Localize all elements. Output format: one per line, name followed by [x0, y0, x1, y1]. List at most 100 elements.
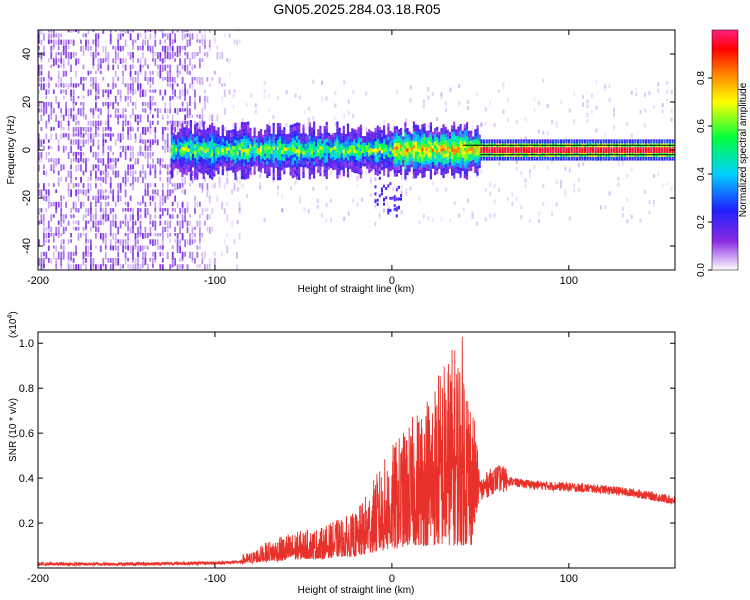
spectrogram-cell: [652, 143, 656, 146]
spectrogram-cell: [380, 192, 383, 196]
spectrogram-cell: [77, 58, 80, 65]
spectrogram-cell: [40, 214, 43, 222]
spectrogram-cell: [451, 142, 454, 146]
spectrogram-cell: [77, 264, 80, 270]
spectrogram-cell: [349, 148, 352, 153]
spectrogram-cell: [266, 171, 269, 175]
spectrogram-cell: [457, 150, 460, 154]
spectrogram-cell: [565, 152, 568, 155]
spectrogram-cell: [179, 128, 182, 132]
spectrogram-cell: [137, 208, 139, 216]
spectrogram-cell: [409, 186, 412, 191]
spectrogram-cell: [156, 158, 159, 164]
spectrogram-cell: [40, 139, 43, 147]
spectrogram-cell: [166, 127, 169, 131]
spectrogram-cell: [425, 137, 428, 141]
spectrogram-cell: [397, 152, 401, 157]
spectrogram-cell: [90, 176, 92, 181]
spectrogram-cell: [554, 158, 557, 161]
spectrogram-cell: [159, 201, 162, 209]
spectrogram-cell: [389, 147, 392, 152]
spectrogram-cell: [142, 127, 144, 135]
spectrogram-cell: [595, 80, 598, 85]
spectrogram-cell: [166, 145, 169, 153]
spectrogram-cell: [199, 58, 201, 65]
spectrogram-cell: [112, 170, 115, 176]
spectrogram-cell: [425, 160, 428, 165]
spectrogram-cell: [102, 158, 105, 166]
spectrogram-cell: [423, 173, 426, 178]
spectrogram-cell: [154, 30, 157, 34]
spectrogram-cell: [533, 141, 536, 144]
spectrogram-cell: [319, 135, 322, 140]
spectrogram-cell: [470, 147, 473, 151]
spectrogram-cell: [383, 208, 385, 213]
spectrogram-cell: [525, 152, 528, 155]
spectrogram-cell: [55, 226, 58, 235]
spectrogram-cell: [334, 146, 337, 150]
spectrogram-cell: [533, 97, 536, 102]
spectrogram-cell: [298, 146, 301, 150]
spectrogram-cell: [233, 183, 236, 191]
spectrogram-cell: [465, 169, 469, 173]
spectrogram-cell: [485, 149, 488, 151]
spectrogram-cell: [112, 164, 115, 171]
spectrogram-cell: [617, 182, 620, 187]
spectrogram-cell: [149, 30, 152, 32]
spectrogram-cell: [97, 264, 100, 270]
spectrogram-cell: [40, 251, 43, 258]
spectrogram-cell: [463, 124, 466, 128]
spectrogram-cell: [440, 168, 443, 172]
spectrogram-cell: [610, 141, 613, 144]
spectrogram-cell: [187, 145, 190, 149]
spectrogram-cell: [201, 39, 204, 46]
spectrogram-cell: [112, 77, 115, 85]
spectrogram-cell: [581, 158, 584, 161]
spectrogram-cell: [90, 170, 92, 177]
spectrogram-cell: [240, 138, 243, 143]
spectrogram-cell: [257, 164, 260, 169]
spectrogram-cell: [472, 149, 475, 154]
spectrogram-cell: [189, 177, 192, 181]
spectrogram-cell: [245, 142, 248, 146]
spectrogram-cell: [196, 169, 199, 173]
spectrogram-cell: [363, 149, 367, 153]
spectrogram-cell: [266, 141, 269, 145]
spectrogram-cell: [211, 139, 214, 143]
spectrogram-cell: [465, 132, 469, 136]
spectrogram-cell: [114, 95, 117, 104]
spectrogram-cell: [170, 128, 173, 132]
spectrogram-cell: [80, 201, 82, 209]
spectrogram-cell: [218, 52, 221, 59]
spectrogram-cell: [491, 158, 494, 161]
spectrogram-cell: [124, 201, 127, 206]
spectrogram-cell: [47, 258, 50, 263]
spectrogram-cell: [107, 58, 110, 65]
spectrogram-cell: [465, 152, 469, 157]
spectrogram-cell: [204, 176, 206, 182]
spectrogram-cell: [575, 156, 579, 159]
spectrogram-cell: [90, 89, 92, 96]
spectrogram-cell: [144, 39, 147, 46]
spectrogram-cell: [129, 70, 132, 77]
spectrogram-cell: [166, 170, 169, 176]
spectrogram-cell: [230, 143, 233, 147]
spectrogram-cell: [528, 147, 531, 150]
spectrogram-cell: [629, 151, 632, 153]
spectrogram-cell: [336, 138, 339, 142]
spectrogram-cell: [404, 139, 407, 143]
spectrogram-cell: [541, 158, 544, 161]
spectrogram-cell: [184, 89, 186, 97]
spectrogram-cell: [230, 156, 233, 161]
spectrogram-cell: [187, 148, 190, 152]
spectrogram-cell: [191, 160, 195, 165]
spectrogram-cell: [334, 156, 337, 160]
spectrogram-cell: [257, 131, 260, 135]
spectrogram-cell: [65, 39, 67, 48]
spectrogram-cell: [493, 151, 496, 153]
spectrogram-cell: [389, 164, 392, 168]
spectrogram-cell: [520, 137, 523, 141]
spectrogram-cell: [137, 258, 139, 266]
spectrogram-cell: [453, 171, 456, 176]
spectrogram-cell: [161, 95, 164, 101]
